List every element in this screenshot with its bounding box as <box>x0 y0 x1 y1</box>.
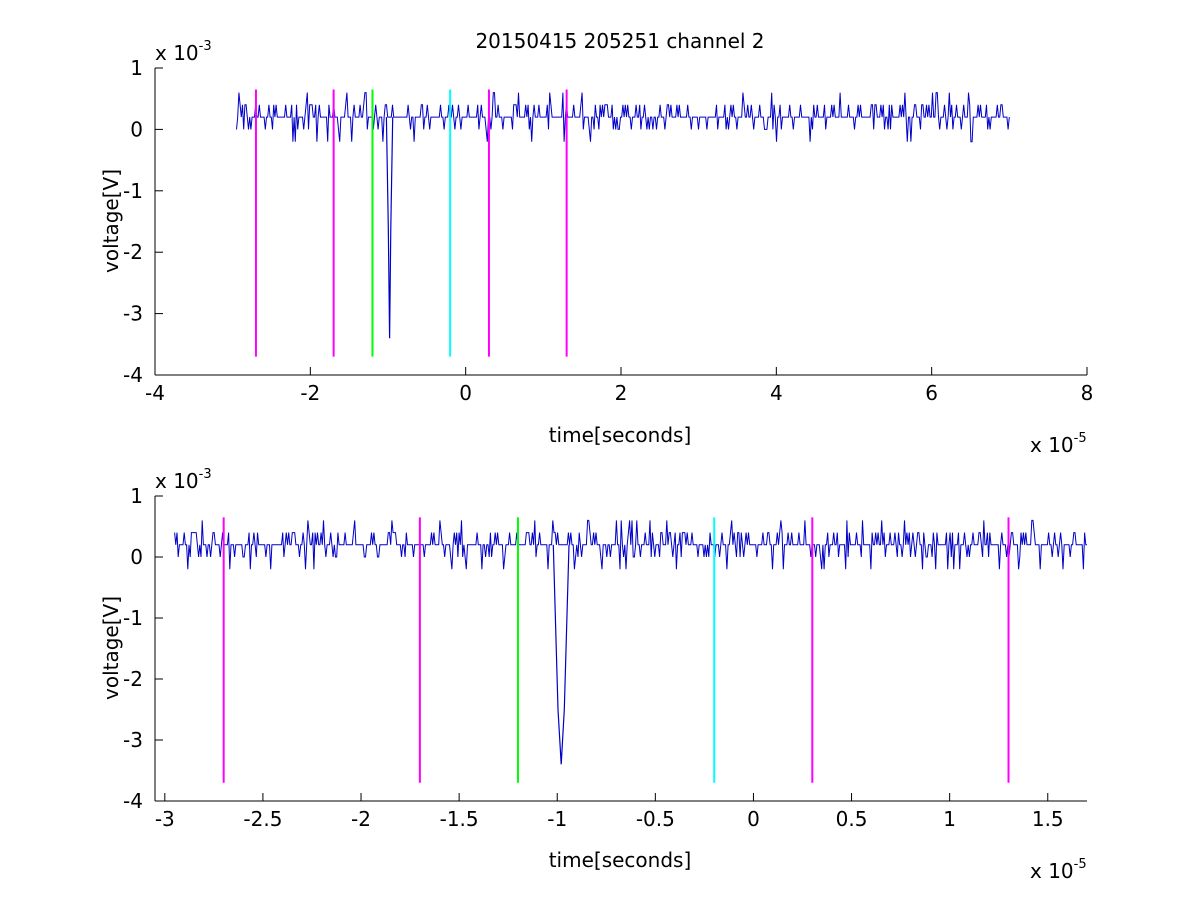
bottom-x-ticks: -3 -2.5 -2 -1.5 -1 -0.5 0 0.5 1 1.5 <box>155 793 1064 831</box>
top-plot-area <box>236 89 1010 357</box>
top-y-ticks: 1 0 -1 -2 -3 -4 <box>123 56 163 387</box>
x-tick-label: -3 <box>155 807 175 831</box>
signal-trace <box>236 92 1010 143</box>
x-tick-label: 8 <box>1081 381 1094 405</box>
bottom-plot-area <box>174 517 1087 783</box>
y-tick-label: -4 <box>123 363 143 387</box>
top-x-axis-label: time[seconds] <box>549 423 692 447</box>
signal-spike <box>552 544 570 765</box>
y-tick-label: -1 <box>123 606 143 630</box>
y-tick-label: 0 <box>130 117 143 141</box>
y-tick-label: -1 <box>123 179 143 203</box>
y-tick-label: 0 <box>130 545 143 569</box>
y-tick-label: -3 <box>123 302 143 326</box>
top-x-ticks: -4 -2 0 2 4 6 8 <box>145 367 1093 405</box>
x-tick-label: -2.5 <box>243 807 282 831</box>
x-tick-label: 1.5 <box>1032 807 1064 831</box>
x-tick-label: -1 <box>547 807 567 831</box>
y-tick-label: -3 <box>123 728 143 752</box>
x-tick-label: 0 <box>459 381 472 405</box>
bottom-axes: -3 -2.5 -2 -1.5 -1 -0.5 0 0.5 1 1.5 1 0 -1 -2 -3 -4 x … <box>99 467 1087 883</box>
bottom-y-axis-label: voltage[V] <box>99 596 123 700</box>
y-tick-label: 1 <box>130 56 143 80</box>
bottom-x-multiplier: x 10-5 <box>1030 857 1087 883</box>
top-x-multiplier: x 10-5 <box>1030 431 1087 457</box>
top-y-multiplier: x 10-3 <box>155 39 212 65</box>
x-tick-label: 0.5 <box>836 807 868 831</box>
y-tick-label: 1 <box>130 484 143 508</box>
x-tick-label: -1.5 <box>440 807 479 831</box>
y-tick-label: -2 <box>123 240 143 264</box>
x-tick-label: 0 <box>747 807 760 831</box>
x-tick-label: 4 <box>770 381 783 405</box>
bottom-x-axis-label: time[seconds] <box>549 848 692 872</box>
bottom-y-multiplier: x 10-3 <box>155 467 212 493</box>
y-tick-label: -4 <box>123 789 143 813</box>
bottom-y-ticks: 1 0 -1 -2 -3 -4 <box>123 484 163 813</box>
top-y-axis-label: voltage[V] <box>99 169 123 273</box>
y-tick-label: -2 <box>123 667 143 691</box>
x-tick-label: 6 <box>925 381 938 405</box>
top-chart-title: 20150415 205251 channel 2 <box>475 29 764 53</box>
x-tick-label: -4 <box>145 381 165 405</box>
x-tick-label: -0.5 <box>636 807 675 831</box>
top-axes: 20150415 205251 channel 2 -4 -2 0 2 4 6 8 10-1… <box>99 29 1093 457</box>
x-tick-label: 1 <box>943 807 956 831</box>
x-tick-label: -2 <box>351 807 371 831</box>
x-tick-label: 2 <box>615 381 628 405</box>
x-tick-label: -2 <box>300 381 320 405</box>
signal-trace <box>174 519 1087 570</box>
signal-spike <box>385 117 394 339</box>
